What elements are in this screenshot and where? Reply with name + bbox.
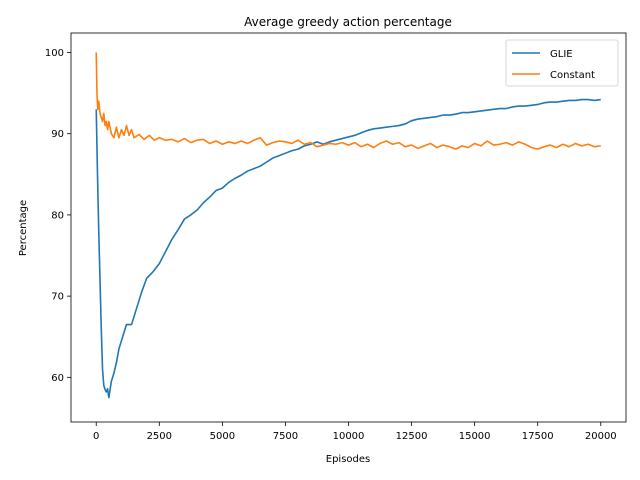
x-tick-label: 5000 — [210, 431, 235, 442]
x-tick-label: 12500 — [396, 431, 428, 442]
x-axis-title: Episodes — [326, 454, 370, 465]
legend-label-glie: GLIE — [550, 49, 573, 60]
x-tick-label: 0 — [93, 431, 99, 442]
y-tick-label: 70 — [51, 292, 64, 303]
chart-title: Average greedy action percentage — [244, 15, 452, 29]
y-tick-label: 90 — [51, 129, 64, 140]
y-axis-title: Percentage — [18, 200, 29, 256]
x-tick-label: 10000 — [333, 431, 365, 442]
legend: GLIE Constant — [506, 40, 618, 86]
x-tick-label: 2500 — [147, 431, 172, 442]
legend-label-constant: Constant — [550, 70, 595, 81]
y-tick-label: 80 — [51, 210, 64, 221]
y-tick-label: 100 — [45, 48, 64, 59]
x-tick-label: 15000 — [459, 431, 491, 442]
x-tick-label: 20000 — [585, 431, 617, 442]
x-tick-label: 7500 — [273, 431, 298, 442]
x-tick-label: 17500 — [522, 431, 554, 442]
y-tick-label: 60 — [51, 373, 64, 384]
